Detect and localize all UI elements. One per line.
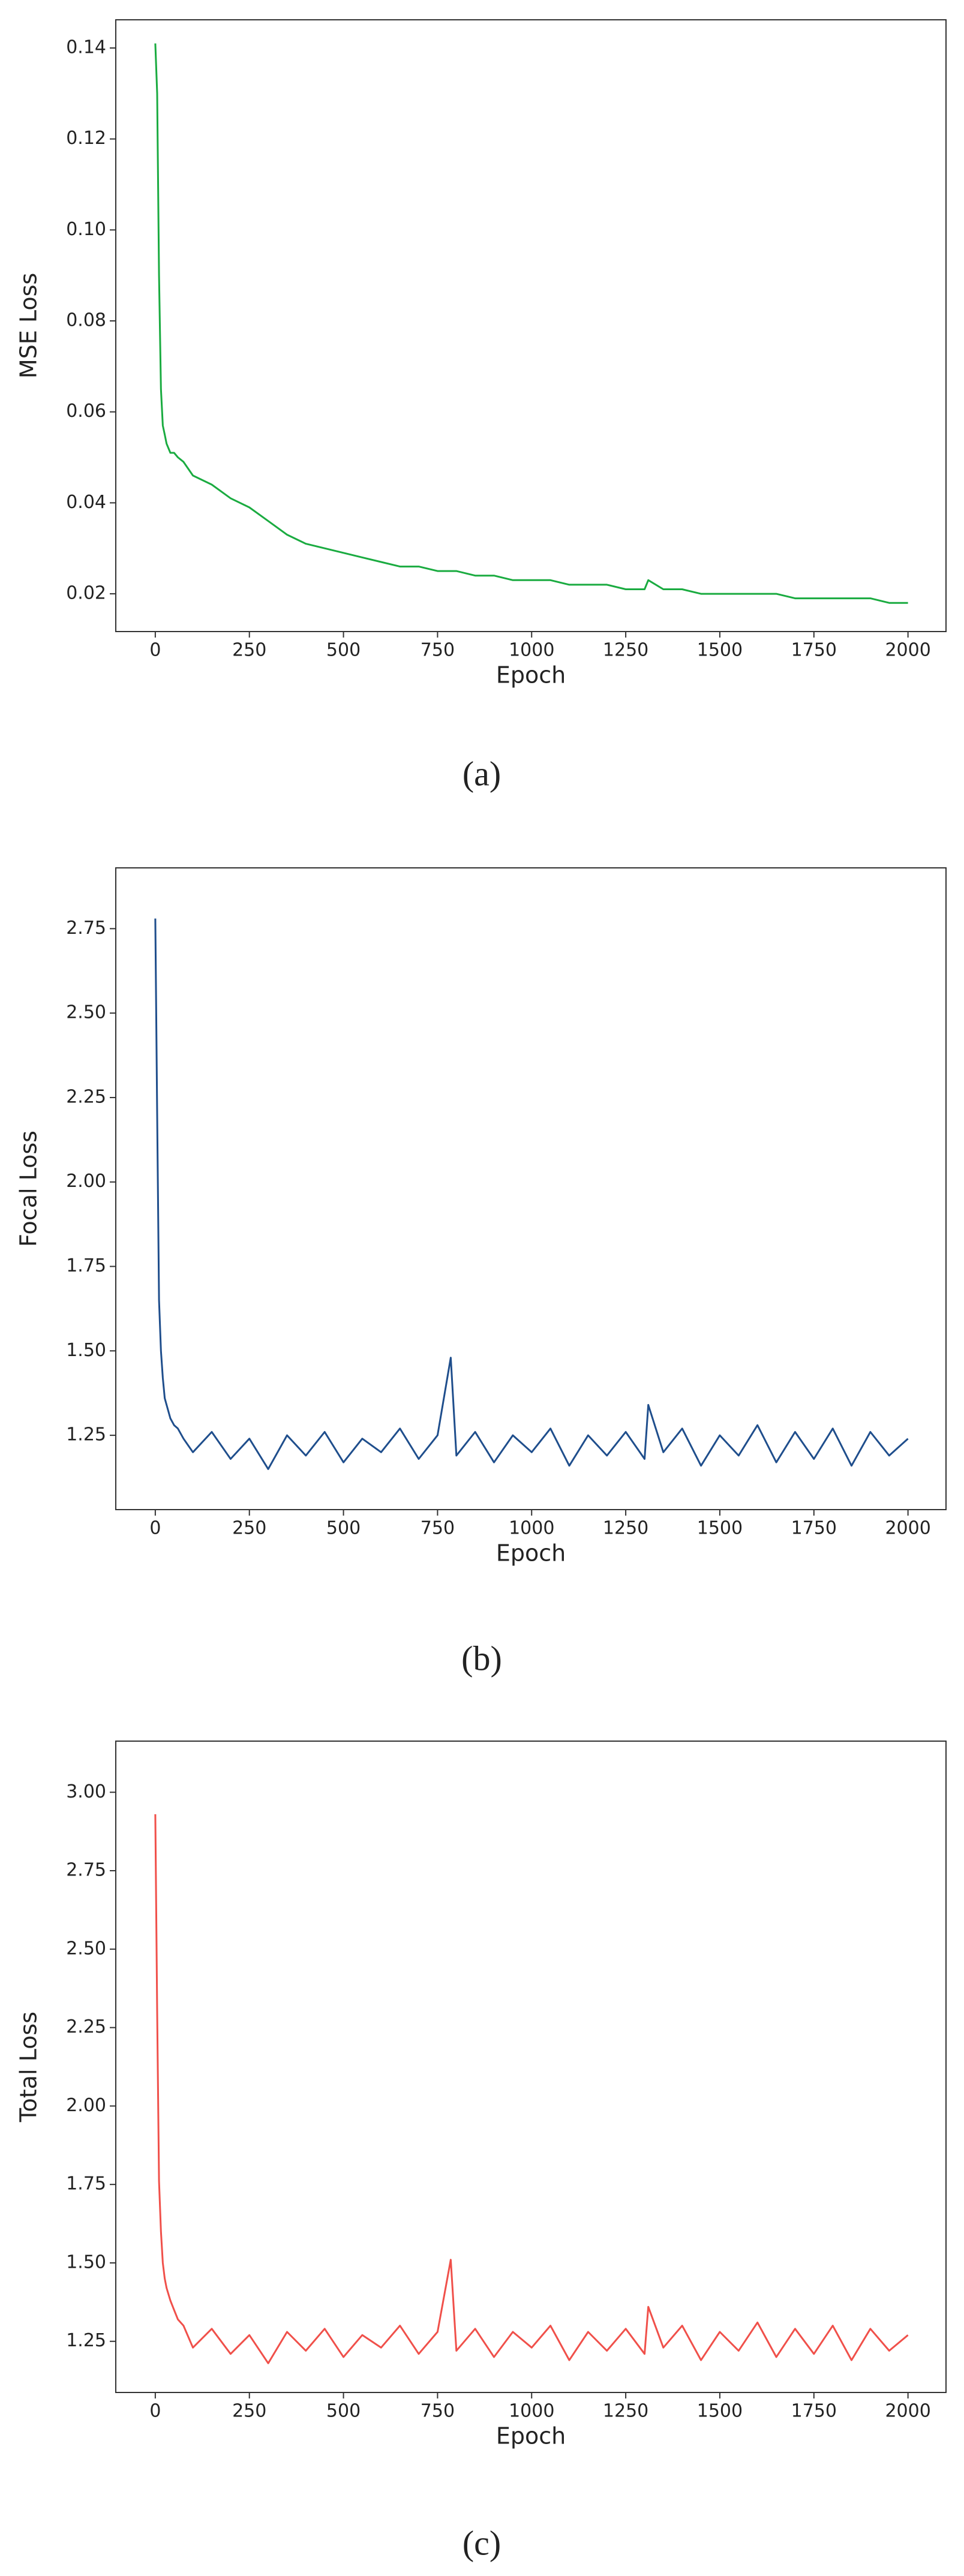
- y-tick-label: 0.10: [66, 219, 106, 240]
- x-axis-label: Epoch: [496, 2423, 566, 2449]
- x-tick-label: 250: [232, 1518, 266, 1539]
- y-tick-label: 3.00: [66, 1781, 106, 1802]
- x-tick-label: 750: [421, 2401, 455, 2422]
- x-tick-label: 500: [326, 640, 361, 661]
- y-tick-label: 0.14: [66, 37, 106, 58]
- x-tick-label: 1750: [791, 1518, 837, 1539]
- loss-line: [154, 1814, 909, 2364]
- x-tick-label: 1250: [603, 1518, 648, 1539]
- y-axis-label: Focal Loss: [16, 1131, 42, 1247]
- x-tick-label: 1500: [697, 1518, 743, 1539]
- loss-line: [154, 43, 908, 604]
- y-tick-label: 1.50: [66, 1340, 106, 1361]
- y-tick-label: 1.75: [66, 1255, 106, 1276]
- y-tick-label: 0.08: [66, 310, 106, 331]
- x-tick-label: 1000: [509, 2401, 554, 2422]
- x-tick-label: 750: [421, 640, 455, 661]
- x-tick-label: 1000: [509, 1518, 554, 1539]
- y-tick-label: 1.25: [66, 1424, 106, 1445]
- x-tick-label: 2000: [885, 2401, 930, 2422]
- x-tick-label: 1000: [509, 640, 554, 661]
- x-tick-label: 1500: [697, 640, 743, 661]
- x-tick-label: 1250: [603, 2401, 648, 2422]
- x-tick-label: 250: [232, 2401, 266, 2422]
- x-tick-label: 500: [326, 1518, 361, 1539]
- x-tick-label: 1750: [791, 2401, 837, 2422]
- x-tick-label: 0: [149, 640, 161, 661]
- y-tick-label: 2.50: [66, 1002, 106, 1023]
- caption: (b): [461, 1639, 502, 1678]
- y-tick-label: 0.06: [66, 401, 106, 422]
- y-tick-label: 2.50: [66, 1938, 106, 1959]
- plot-frame: [115, 1741, 947, 2393]
- y-tick-label: 2.75: [66, 918, 106, 939]
- y-tick-label: 2.00: [66, 2095, 106, 2116]
- y-tick-label: 0.04: [66, 492, 106, 513]
- y-tick-label: 2.25: [66, 1086, 106, 1107]
- y-tick-label: 0.12: [66, 128, 106, 149]
- loss-line: [154, 918, 909, 1470]
- x-tick-label: 250: [232, 640, 266, 661]
- x-tick-label: 1750: [791, 640, 837, 661]
- y-axis-label: MSE Loss: [16, 273, 42, 378]
- plot-frame: [115, 19, 947, 632]
- x-axis-label: Epoch: [496, 1540, 566, 1567]
- y-tick-label: 2.25: [66, 2016, 106, 2037]
- x-tick-label: 2000: [885, 1518, 930, 1539]
- x-axis-label: Epoch: [496, 662, 566, 689]
- x-tick-label: 1250: [603, 640, 648, 661]
- y-tick-label: 2.00: [66, 1171, 106, 1192]
- y-tick-label: 2.75: [66, 1860, 106, 1881]
- y-tick-label: 1.50: [66, 2252, 106, 2273]
- x-tick-label: 0: [149, 1518, 161, 1539]
- y-axis-label: Total Loss: [16, 2012, 42, 2123]
- x-tick-label: 1500: [697, 2401, 743, 2422]
- y-tick-label: 1.75: [66, 2174, 106, 2195]
- caption: (c): [463, 2523, 501, 2562]
- plot-frame: [115, 867, 947, 1510]
- x-tick-label: 500: [326, 2401, 361, 2422]
- x-tick-label: 0: [149, 2401, 161, 2422]
- x-tick-label: 750: [421, 1518, 455, 1539]
- y-tick-label: 0.02: [66, 583, 106, 604]
- caption: (a): [463, 754, 501, 793]
- x-tick-label: 2000: [885, 640, 930, 661]
- y-tick-label: 1.25: [66, 2330, 106, 2351]
